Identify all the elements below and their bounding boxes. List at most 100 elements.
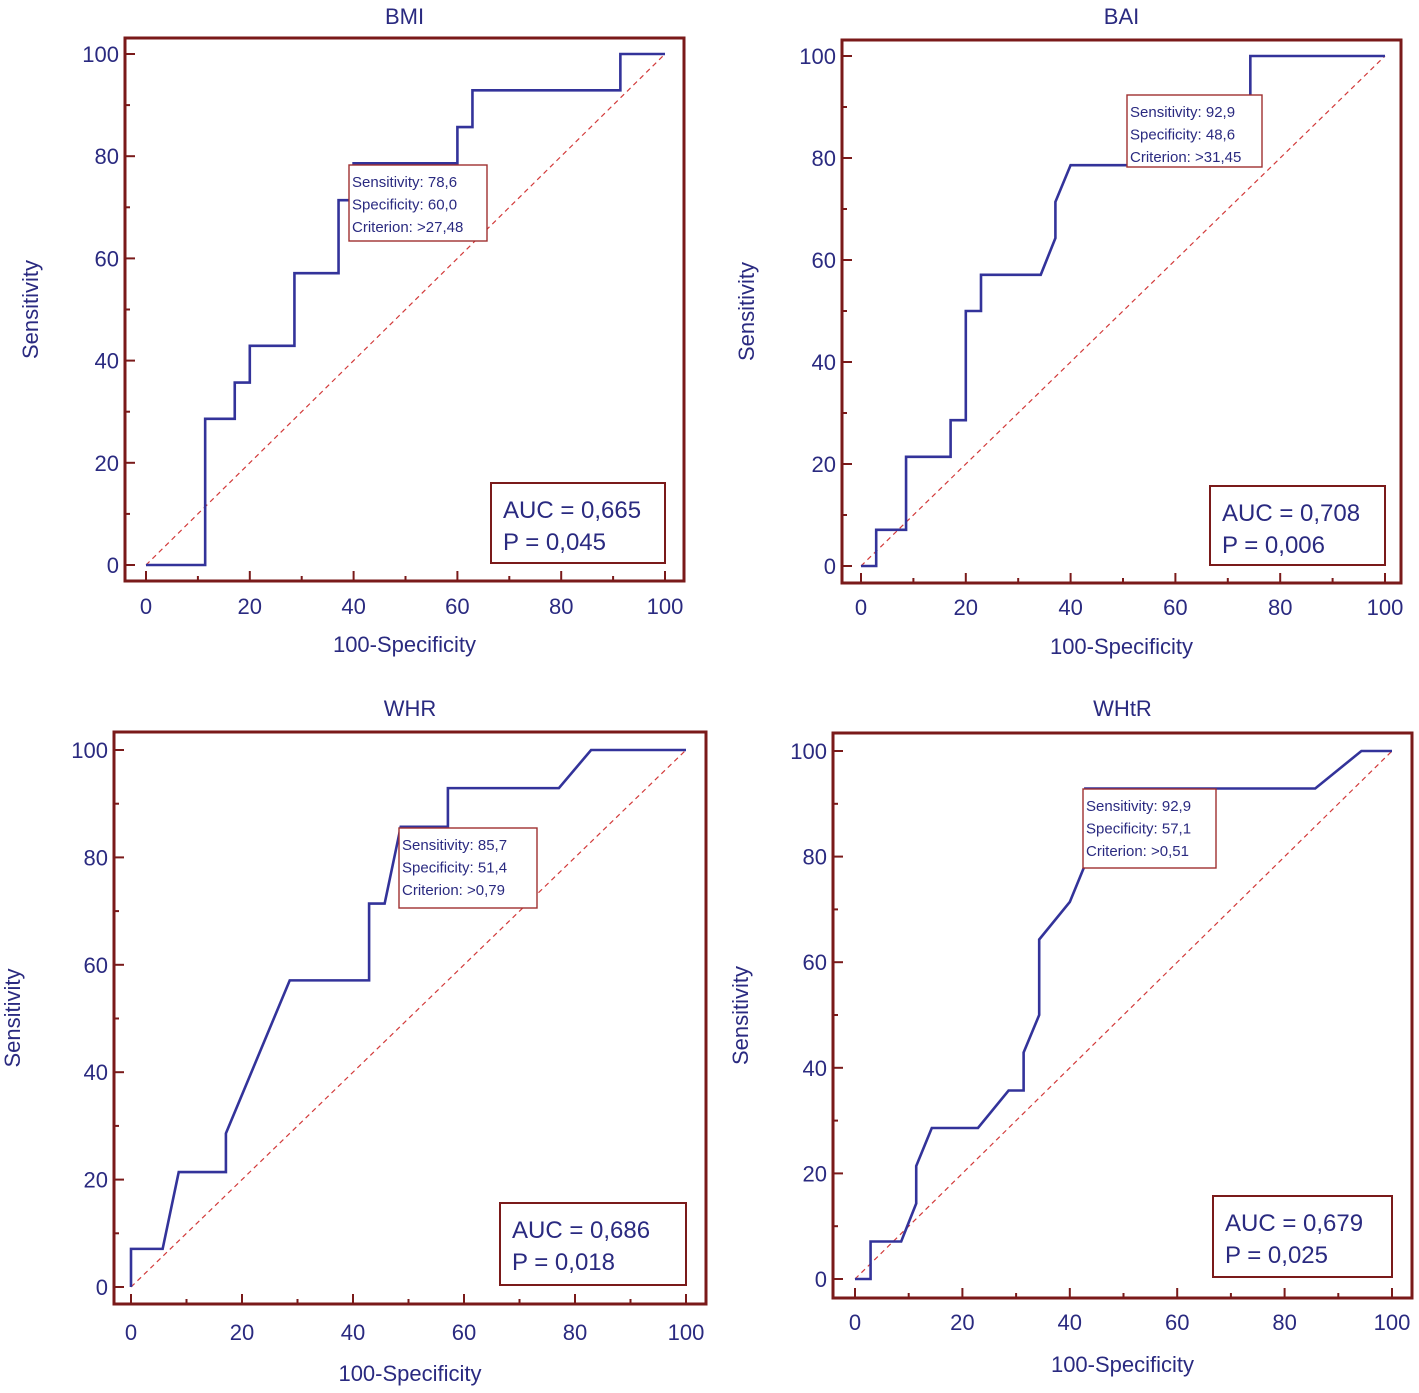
- y-tick-label: 80: [812, 146, 836, 171]
- y-tick-label: 20: [803, 1161, 827, 1186]
- x-tick-label: 60: [445, 594, 469, 619]
- criterion-annotation: Sensitivity: 85,7 Specificity: 51,4 Criter…: [398, 827, 538, 909]
- y-tick-label: 60: [84, 953, 108, 978]
- annotation-box: [348, 164, 488, 242]
- x-tick-label: 20: [238, 594, 262, 619]
- x-tick-label: 80: [549, 594, 573, 619]
- annotation-line: Criterion: >0,79: [402, 882, 505, 899]
- x-tick-label: 20: [230, 1320, 254, 1345]
- x-tick-label: 0: [849, 1310, 861, 1335]
- x-tick-label: 40: [341, 594, 365, 619]
- x-tick-label: 0: [125, 1320, 137, 1345]
- x-tick-label: 40: [1058, 595, 1082, 620]
- y-tick-label: 0: [824, 554, 836, 579]
- y-tick-label: 0: [815, 1267, 827, 1292]
- x-tick-label: 100: [1367, 595, 1404, 620]
- y-tick-label: 80: [95, 144, 119, 169]
- y-axis-label: Sensitivity: [728, 966, 753, 1065]
- y-tick-label: 100: [799, 44, 836, 69]
- chart-title: BAI: [1104, 4, 1139, 29]
- y-tick-label: 40: [84, 1060, 108, 1085]
- y-tick-label: 20: [95, 451, 119, 476]
- stats-box-frame: [1209, 485, 1386, 566]
- y-tick-label: 20: [812, 452, 836, 477]
- x-tick-label: 80: [1268, 595, 1292, 620]
- reference-line: [860, 55, 1386, 567]
- y-tick-label: 0: [96, 1275, 108, 1300]
- x-tick-label: 40: [341, 1320, 365, 1345]
- criterion-annotation: Sensitivity: 92,9 Specificity: 57,1 Criter…: [1082, 788, 1217, 869]
- annotation-line: Sensitivity: 92,9: [1086, 798, 1191, 815]
- y-tick-label: 40: [95, 349, 119, 374]
- y-tick-label: 100: [82, 42, 119, 67]
- annotation-line: Specificity: 57,1: [1086, 821, 1191, 838]
- x-tick-label: 20: [954, 595, 978, 620]
- y-tick-label: 80: [803, 845, 827, 870]
- y-tick-label: 80: [84, 845, 108, 870]
- y-axis-label: Sensitivity: [734, 262, 759, 361]
- chart-title: BMI: [385, 4, 424, 29]
- x-tick-label: 80: [1272, 1310, 1296, 1335]
- x-axis-label: 100-Specificity: [1051, 1352, 1194, 1377]
- stats-box: AUC = 0,679 P = 0,025: [1212, 1195, 1393, 1278]
- stats-box: AUC = 0,708 P = 0,006: [1209, 485, 1386, 566]
- annotation-line: Specificity: 60,0: [352, 197, 457, 214]
- x-tick-label: 60: [1163, 595, 1187, 620]
- stats-box-frame: [499, 1202, 687, 1286]
- p-value: P = 0,025: [1225, 1242, 1328, 1269]
- stats-box-frame: [490, 482, 666, 564]
- annotation-line: Specificity: 51,4: [402, 860, 507, 877]
- x-tick-label: 0: [855, 595, 867, 620]
- auc-value: AUC = 0,708: [1222, 500, 1360, 527]
- annotation-line: Criterion: >31,45: [1130, 149, 1241, 166]
- p-value: P = 0,045: [503, 529, 606, 556]
- auc-value: AUC = 0,665: [503, 497, 641, 524]
- roc-curve: [129, 748, 686, 1287]
- chart-panel-whtr: WHtR 0 20 40 60 80 100 0 20 40 60 80 100 100-Specific…: [728, 696, 1414, 1377]
- criterion-annotation: Sensitivity: 78,6 Specificity: 60,0 Criter…: [348, 164, 488, 242]
- y-tick-label: 20: [84, 1168, 108, 1193]
- annotation-box: [1082, 788, 1217, 869]
- chart-panel-whr: WHR 0 20 40 60 80 100 0 20 40 60 80 100 100-Specifici…: [0, 696, 708, 1386]
- x-tick-label: 80: [563, 1320, 587, 1345]
- x-tick-label: 100: [668, 1320, 705, 1345]
- y-axis-label: Sensitivity: [18, 260, 43, 359]
- y-tick-label: 100: [71, 738, 108, 763]
- x-tick-label: 60: [1165, 1310, 1189, 1335]
- stats-box: AUC = 0,686 P = 0,018: [499, 1202, 687, 1286]
- auc-value: AUC = 0,679: [1225, 1210, 1363, 1237]
- x-tick-label: 0: [140, 594, 152, 619]
- chart-panel-bai: BAI 0 20 40 60 80 100 0 20 40 60 80 100 100-Specifici…: [734, 4, 1403, 659]
- x-tick-label: 20: [950, 1310, 974, 1335]
- y-tick-label: 40: [803, 1056, 827, 1081]
- annotation-line: Sensitivity: 85,7: [402, 837, 507, 854]
- reference-line: [145, 53, 666, 566]
- y-axis-label: Sensitivity: [0, 968, 25, 1067]
- y-tick-label: 60: [95, 246, 119, 271]
- x-tick-label: 100: [647, 594, 684, 619]
- annotation-line: Sensitivity: 92,9: [1130, 104, 1235, 121]
- criterion-annotation: Sensitivity: 92,9 Specificity: 48,6 Criter…: [1126, 94, 1263, 168]
- x-axis-label: 100-Specificity: [333, 632, 476, 657]
- chart-panel-bmi: BMI 0 20 40 60 80 100 0 20 40 60 80 100 100-Specifici…: [18, 4, 686, 657]
- y-tick-label: 40: [812, 350, 836, 375]
- annotation-box: [398, 827, 538, 909]
- annotation-line: Sensitivity: 78,6: [352, 174, 457, 191]
- reference-line: [130, 749, 687, 1288]
- x-axis-label: 100-Specificity: [338, 1361, 481, 1386]
- annotation-box: [1126, 94, 1263, 168]
- stats-box: AUC = 0,665 P = 0,045: [490, 482, 666, 564]
- p-value: P = 0,006: [1222, 532, 1325, 559]
- roc-curve: [146, 52, 665, 567]
- y-tick-label: 100: [790, 739, 827, 764]
- x-axis-label: 100-Specificity: [1050, 634, 1193, 659]
- x-tick-label: 40: [1058, 1310, 1082, 1335]
- y-tick-label: 60: [803, 950, 827, 975]
- y-tick-label: 60: [812, 248, 836, 273]
- x-tick-label: 60: [452, 1320, 476, 1345]
- chart-title: WHtR: [1093, 696, 1152, 721]
- y-tick-label: 0: [107, 553, 119, 578]
- x-tick-label: 100: [1374, 1310, 1411, 1335]
- annotation-line: Specificity: 48,6: [1130, 127, 1235, 144]
